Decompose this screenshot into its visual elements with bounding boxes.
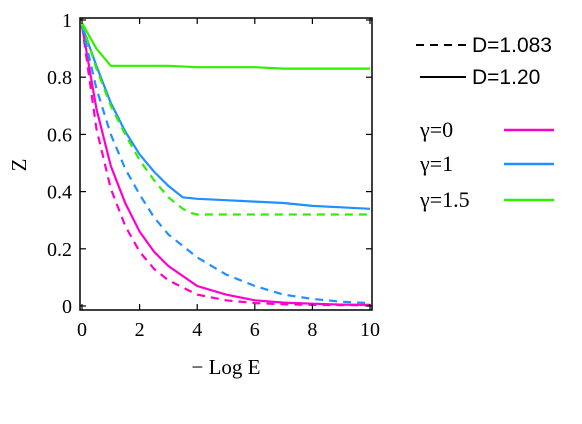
series-line-3 — [80, 25, 371, 305]
color-legend-label-gamma0: γ=0 — [419, 117, 453, 142]
series-line-0 — [80, 25, 371, 306]
x-tick-label-2: 4 — [192, 319, 202, 341]
series-line-4 — [81, 22, 370, 70]
x-tick-label-5: 10 — [360, 319, 380, 341]
y-axis-label: Z — [7, 159, 31, 172]
series-line-2 — [80, 25, 371, 210]
series-line-1 — [80, 25, 371, 307]
x-tick-label-3: 6 — [250, 319, 260, 341]
style-legend-label-dashed: D=1.083 — [472, 34, 552, 57]
y-tick-label-1: 0.2 — [47, 239, 72, 261]
x-tick-label-1: 2 — [135, 319, 145, 341]
ticks-layer: 0 2 4 6 8 10 0 0.2 0.4 0.6 0.8 1 — [47, 10, 380, 341]
x-tick-label-4: 8 — [307, 319, 317, 341]
style-legend-label-solid: D=1.20 — [472, 66, 540, 89]
x-tick-label-0: 0 — [77, 319, 87, 341]
series-line-5 — [80, 22, 370, 216]
y-tick-label-0: 0 — [62, 296, 72, 318]
plot-frame — [79, 17, 373, 311]
color-legend-label-gamma15: γ=1.5 — [419, 187, 470, 212]
x-axis-label: − Log E — [192, 355, 261, 379]
color-legend: γ=0 γ=1 γ=1.5 — [419, 117, 554, 212]
style-legend: D=1.083 D=1.20 — [416, 34, 552, 89]
y-tick-label-5: 1 — [62, 10, 72, 32]
y-tick-label-2: 0.4 — [47, 182, 72, 204]
color-legend-label-gamma1: γ=1 — [419, 151, 453, 176]
y-tick-label-4: 0.8 — [47, 67, 72, 89]
y-tick-label-3: 0.6 — [47, 124, 72, 146]
series-layer — [80, 22, 371, 307]
